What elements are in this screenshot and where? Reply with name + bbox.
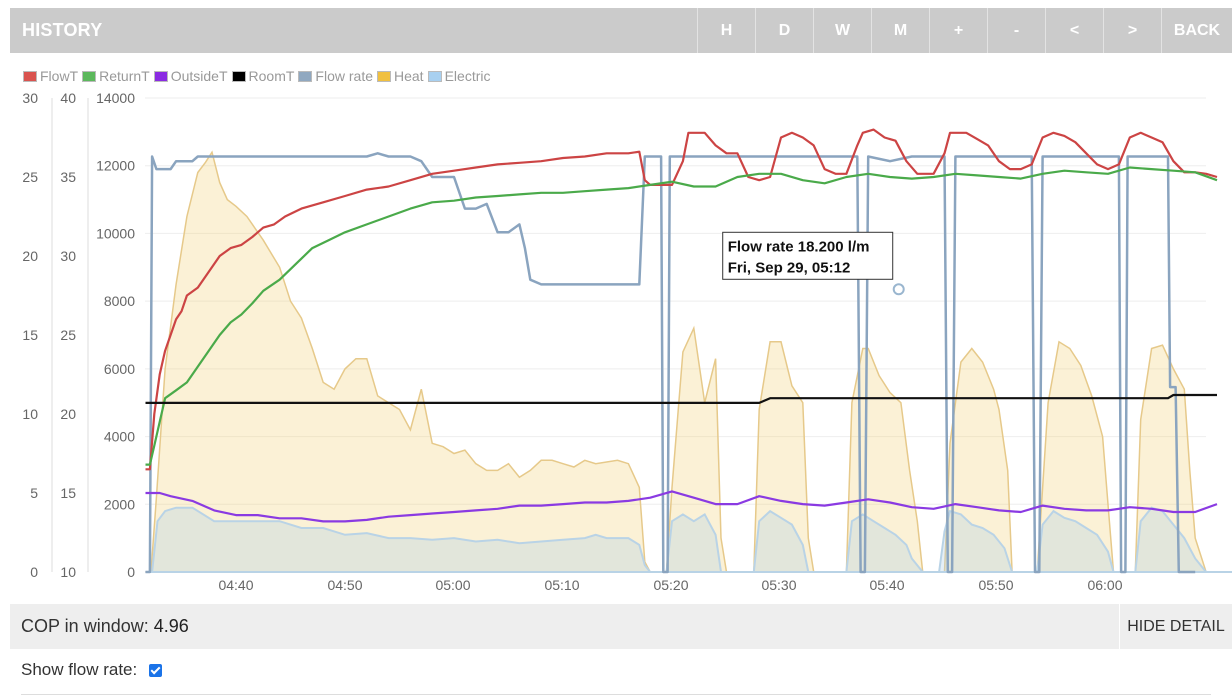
legend-swatch (298, 70, 313, 82)
cop-bar: COP in window: 4.96 HIDE DETAIL (10, 604, 1232, 649)
flow-axis-tick: 30 (22, 90, 38, 106)
legend-label: Heat (394, 68, 424, 84)
legend-item-flow-rate[interactable]: Flow rate (298, 68, 373, 84)
hide-detail-button[interactable]: HIDE DETAIL (1119, 604, 1232, 649)
legend-label: RoomT (248, 68, 295, 84)
show-flow-rate-label: Show flow rate: (21, 660, 138, 679)
legend-label: FlowT (40, 68, 79, 84)
temp-axis-tick: 10 (60, 564, 76, 580)
legend-label: Electric (444, 68, 491, 84)
power-axis-tick: 12000 (96, 158, 135, 174)
legend-label: OutsideT (170, 68, 228, 84)
x-axis-tick: 04:50 (327, 577, 362, 593)
legend-item-roomt[interactable]: RoomT (231, 68, 295, 84)
power-axis-tick: 4000 (104, 429, 135, 445)
flow-axis-tick: 25 (22, 169, 38, 185)
tooltip-value: Flow rate 18.200 l/m (728, 238, 870, 255)
cop-label: COP in window: (21, 616, 149, 636)
history-toolbar: HISTORY H D W M + - < > BACK (10, 8, 1232, 53)
x-axis-tick: 05:30 (761, 577, 796, 593)
roomt-line (145, 393, 1217, 404)
chart-area[interactable]: FlowT ReturnT OutsideT RoomT Flow rate Heat El… (10, 60, 1232, 602)
flow-axis-tick: 20 (22, 248, 38, 264)
temp-axis-tick: 30 (60, 248, 76, 264)
week-button[interactable]: W (813, 8, 871, 53)
legend-swatch (377, 70, 391, 82)
zoom-out-button[interactable]: - (987, 8, 1045, 53)
back-button[interactable]: BACK (1161, 8, 1232, 53)
flow-axis-tick: 15 (22, 327, 38, 343)
flow-axis-tick: 0 (30, 564, 38, 580)
electric-area (146, 506, 1232, 573)
power-axis-tick: 0 (127, 564, 135, 580)
page-title: HISTORY (22, 20, 103, 40)
cop-summary: COP in window: 4.96 (10, 616, 1119, 637)
x-axis-tick: 05:40 (869, 577, 904, 593)
legend-label: Flow rate (315, 68, 373, 84)
legend-swatch (153, 70, 168, 82)
power-axis-tick: 2000 (104, 496, 135, 512)
zoom-in-button[interactable]: + (929, 8, 987, 53)
flow-rate-line (145, 152, 1196, 574)
history-chart[interactable]: 0 5 10 15 20 25 30 10 15 20 25 30 35 40 0 2000 4000 6000 8… (10, 60, 1232, 602)
day-button[interactable]: D (755, 8, 813, 53)
x-axis-tick: 05:00 (435, 577, 470, 593)
temp-axis-tick: 35 (60, 169, 76, 185)
power-axis-tick: 6000 (104, 361, 135, 377)
temp-axis-tick: 25 (60, 327, 76, 343)
hour-button[interactable]: H (697, 8, 755, 53)
heat-area (146, 150, 1232, 573)
x-axis-tick: 04:40 (218, 577, 253, 593)
chart-legend: FlowT ReturnT OutsideT RoomT Flow rate Heat El… (23, 68, 494, 84)
returnt-line (145, 166, 1218, 466)
power-axis-tick: 10000 (96, 225, 135, 241)
legend-item-outsidet[interactable]: OutsideT (153, 68, 228, 84)
power-axis-tick: 14000 (96, 90, 135, 106)
x-axis-tick: 05:50 (978, 577, 1013, 593)
tooltip-time: Fri, Sep 29, 05:12 (728, 259, 851, 276)
legend-swatch (427, 70, 442, 82)
power-axis-tick: 8000 (104, 293, 135, 309)
outsidet-line (145, 490, 1218, 523)
month-button[interactable]: M (871, 8, 929, 53)
legend-swatch (82, 70, 97, 82)
flow-axis-tick: 5 (30, 485, 38, 501)
flowt-line (145, 128, 1218, 471)
legend-label: ReturnT (99, 68, 150, 84)
legend-item-flowt[interactable]: FlowT (23, 68, 78, 84)
flow-axis-tick: 10 (22, 406, 38, 422)
temp-axis-tick: 20 (60, 406, 76, 422)
show-flow-rate-checkbox[interactable] (149, 663, 163, 677)
legend-swatch (231, 70, 246, 82)
legend-swatch (23, 70, 37, 82)
pan-right-button[interactable]: > (1103, 8, 1161, 53)
x-axis-tick: 05:10 (544, 577, 579, 593)
show-flow-rate-row: Show flow rate: (21, 660, 163, 680)
x-axis-tick: 05:20 (653, 577, 688, 593)
temp-axis-tick: 15 (60, 485, 76, 501)
tooltip-box (722, 231, 894, 280)
legend-item-returnt[interactable]: ReturnT (82, 68, 150, 84)
cop-value: 4.96 (153, 616, 189, 636)
temp-axis-tick: 40 (60, 90, 76, 106)
legend-item-heat[interactable]: Heat (377, 68, 424, 84)
legend-item-electric[interactable]: Electric (427, 68, 491, 84)
pan-left-button[interactable]: < (1045, 8, 1103, 53)
divider (21, 694, 1211, 695)
x-axis-tick: 06:00 (1087, 577, 1122, 593)
tooltip-marker (892, 283, 905, 296)
